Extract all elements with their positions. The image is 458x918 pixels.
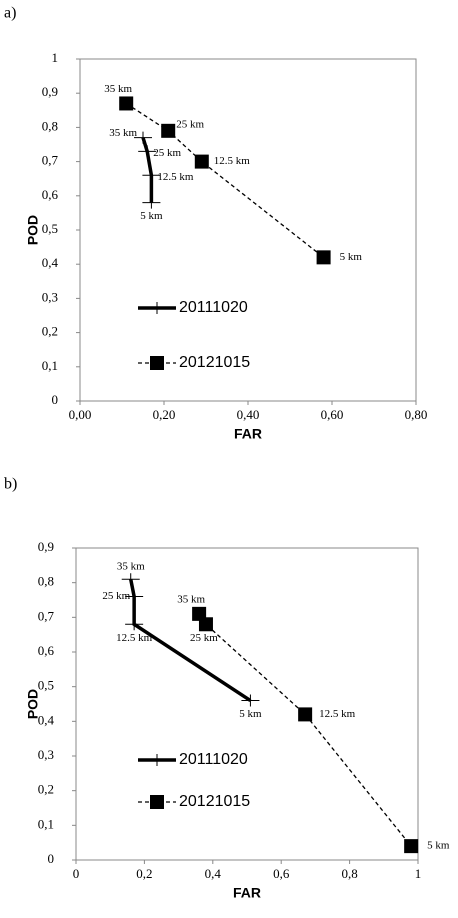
x-tick-label: 0,2 [136, 866, 152, 881]
series-line [125, 102, 325, 258]
y-tick-label: 0,7 [42, 153, 59, 168]
y-tick-label: 0,1 [38, 816, 54, 831]
x-axis-title: FAR [234, 426, 262, 442]
legend-label: 20121015 [179, 793, 250, 810]
x-tick-label: 0,60 [321, 407, 344, 422]
point-label: 5 km [140, 210, 163, 222]
legend-label: 20121015 [179, 354, 250, 371]
point-label: 25 km [102, 590, 130, 602]
series-line [198, 613, 412, 847]
point-label: 35 km [117, 561, 145, 573]
legend-marker [150, 356, 164, 370]
y-tick-label: 0,9 [42, 84, 58, 99]
y-tick-label: 0,6 [42, 187, 59, 202]
legend-marker [148, 754, 166, 766]
marker [404, 839, 419, 854]
series-line [129, 578, 252, 702]
point-label: 12.5 km [116, 632, 153, 644]
point-label: 12.5 km [157, 171, 194, 183]
x-tick-label: 0 [73, 866, 80, 881]
y-tick-label: 0,1 [42, 358, 58, 373]
x-tick-label: 0,40 [237, 407, 260, 422]
panel-label: b) [4, 476, 17, 493]
y-tick-label: 0,4 [38, 712, 55, 727]
y-axis-title: POD [25, 689, 41, 719]
point-label: 25 km [153, 147, 181, 159]
marker [121, 573, 140, 586]
marker [198, 617, 213, 632]
point-label: 12.5 km [319, 708, 356, 720]
y-tick-label: 0,2 [38, 782, 54, 797]
y-tick-label: 0,2 [42, 324, 58, 339]
marker [142, 196, 161, 209]
y-tick-label: 0,9 [38, 539, 54, 554]
x-axis-title: FAR [233, 885, 261, 901]
marker [119, 96, 134, 111]
x-tick-label: 0,4 [205, 866, 222, 881]
marker [134, 131, 152, 144]
marker [194, 154, 209, 169]
point-label: 25 km [190, 632, 218, 644]
y-tick-label: 0,7 [38, 608, 55, 623]
marker [161, 123, 176, 138]
y-tick-label: 0,5 [38, 678, 54, 693]
y-tick-label: 0,8 [38, 574, 54, 589]
legend-marker [148, 302, 166, 314]
marker [316, 250, 331, 265]
point-label: 35 km [177, 593, 205, 605]
legend-label: 20111020 [179, 751, 248, 768]
series-line [141, 137, 154, 203]
y-tick-label: 0,6 [38, 643, 55, 658]
y-axis-title: POD [25, 215, 41, 245]
point-label: 35 km [104, 83, 132, 95]
y-tick-label: 0,3 [38, 747, 54, 762]
x-tick-label: 0,6 [273, 866, 290, 881]
plot-frame [75, 547, 419, 861]
y-tick-label: 0,4 [42, 255, 59, 270]
x-tick-label: 0,80 [405, 407, 428, 422]
point-label: 12.5 km [214, 155, 251, 167]
x-tick-label: 0,8 [341, 866, 357, 881]
point-label: 25 km [176, 118, 204, 130]
marker [125, 618, 144, 631]
marker [298, 707, 313, 722]
point-label: 5 km [239, 708, 262, 720]
legend-label: 20111020 [179, 299, 248, 316]
y-tick-label: 0,5 [42, 221, 58, 236]
x-tick-label: 1 [415, 866, 422, 881]
marker [241, 694, 260, 707]
x-tick-label: 0,00 [69, 407, 92, 422]
panel-label: a) [4, 5, 16, 22]
point-label: 35 km [109, 127, 137, 139]
point-label: 5 km [427, 840, 450, 852]
legend-marker [150, 795, 164, 809]
y-tick-label: 1 [52, 50, 59, 65]
marker [138, 145, 157, 158]
y-tick-label: 0 [48, 851, 55, 866]
y-tick-label: 0,8 [42, 118, 58, 133]
x-tick-label: 0,20 [153, 407, 176, 422]
y-tick-label: 0 [52, 392, 59, 407]
y-tick-label: 0,3 [42, 289, 58, 304]
marker [125, 590, 144, 603]
point-label: 5 km [340, 251, 363, 263]
marker [142, 169, 161, 182]
